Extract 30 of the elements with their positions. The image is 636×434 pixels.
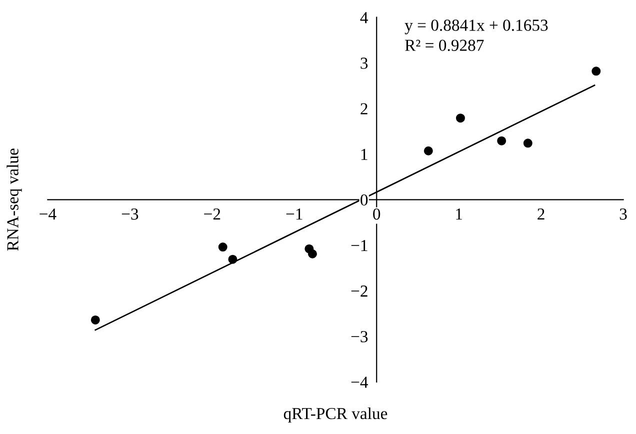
point	[497, 136, 506, 146]
annotation: R² = 0.9287	[405, 40, 484, 52]
point	[218, 242, 228, 252]
x-tick-label: −2	[204, 208, 220, 220]
y-tick-label: 0	[360, 194, 368, 206]
x-tick-label: −3	[122, 208, 138, 220]
point	[228, 254, 238, 264]
x-axis-title: qRT-PCR value	[284, 407, 388, 423]
y-tick-label: 4	[360, 12, 368, 24]
x-tick-label: 2	[538, 208, 544, 220]
x-tick-label: 3	[620, 208, 627, 220]
x-tick-label: −1	[286, 208, 302, 220]
annotation: y = 0.8841x + 0.1653	[404, 20, 548, 34]
y-tick-label: −4	[351, 376, 368, 388]
x-tick-label: 0	[373, 208, 380, 220]
point	[456, 114, 465, 123]
point	[592, 66, 601, 76]
x-tick-label: −4	[40, 208, 56, 220]
y-tick-label: −2	[351, 286, 368, 297]
point	[523, 138, 532, 148]
y-tick-label: 3	[360, 58, 368, 69]
y-tick-label: 1	[361, 148, 368, 160]
y-tick-label: −1	[351, 240, 368, 251]
point	[424, 146, 433, 156]
y-axis-title: RNA-seq value	[6, 148, 22, 251]
point	[308, 249, 317, 258]
y-tick-label: −3	[351, 331, 368, 342]
x-tick-label: 1	[456, 208, 462, 220]
point	[90, 315, 100, 324]
y-tick-label: 2	[360, 103, 368, 114]
